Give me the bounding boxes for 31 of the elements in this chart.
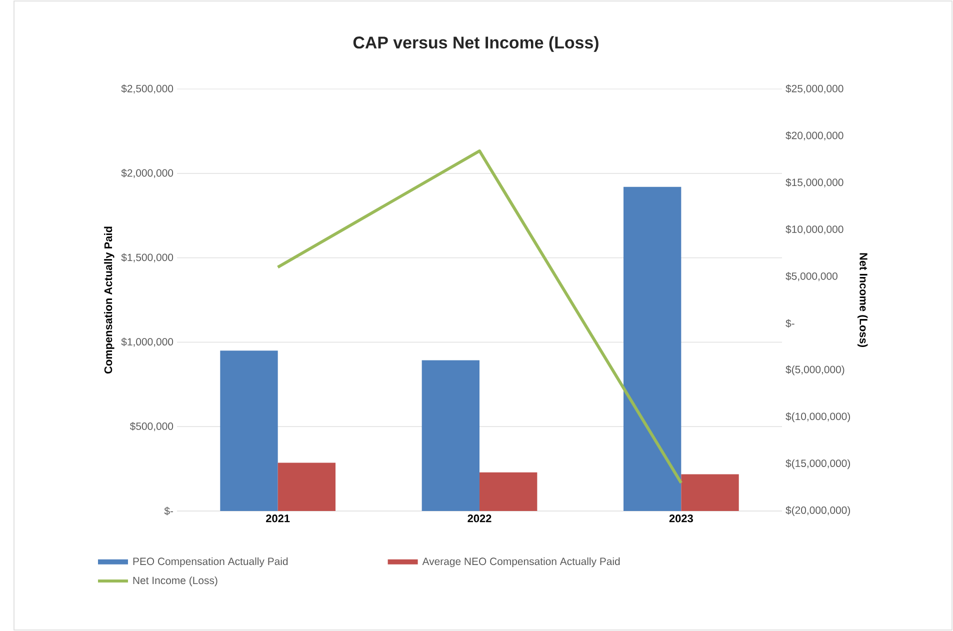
bar [480,472,538,511]
chart-title: CAP versus Net Income (Loss) [353,36,598,52]
y-tick-label: $500,000 [130,422,174,432]
y-tick-label: $2,500,000 [121,84,174,94]
bar [422,360,480,511]
bar [278,462,336,511]
y2-tick-label: $25,000,000 [786,84,844,94]
y-tick-label: $2,000,000 [121,168,174,178]
x-tick-label: 2022 [468,514,492,522]
y-tick-label: $1,500,000 [121,253,174,262]
y2-tick-label: $15,000,000 [786,178,844,188]
y2-tick-label: $(5,000,000) [786,365,844,376]
y2-tick-label: $(10,000,000) [786,412,850,422]
y2-tick-label: $(20,000,000) [786,506,850,516]
y2-tick-label: $5,000,000 [786,272,838,282]
y2-tick-label: $10,000,000 [786,225,844,234]
legend-label: PEO Compensation Actually Paid [133,557,288,568]
y-tick-label: $- [164,506,174,516]
x-tick-label: 2021 [266,514,290,522]
bar [681,474,739,511]
legend-label: Net Income (Loss) [133,576,218,586]
y2-tick-label: $20,000,000 [786,131,844,140]
y2-tick-label: $(15,000,000) [786,459,850,470]
x-tick-label: 2023 [669,514,693,522]
y2-tick-label: $- [786,319,794,328]
bar [220,350,278,511]
bar [623,186,682,511]
legend-label: Average NEO Compensation Actually Paid [422,557,620,568]
y-axis-title: Compensation Actually Paid [104,226,114,374]
y2-axis-title: Net Income (Loss) [858,253,868,347]
y-tick-label: $1,000,000 [121,338,174,347]
